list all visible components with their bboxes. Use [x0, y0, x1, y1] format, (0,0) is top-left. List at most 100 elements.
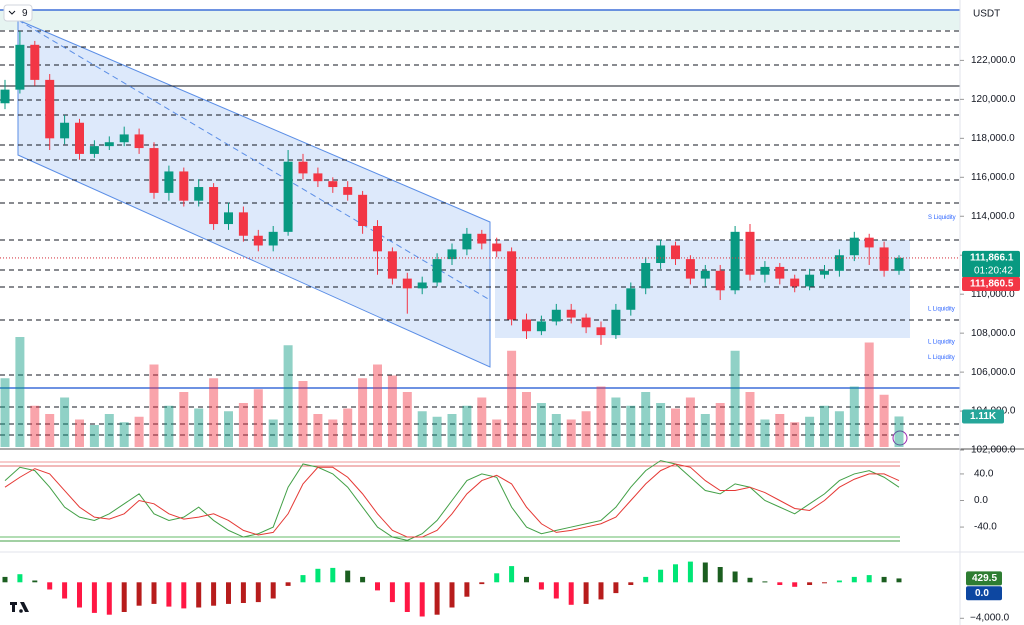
candle-body: [611, 309, 621, 336]
y-tick-label: 120,000.0: [971, 94, 1016, 105]
macd-bar: [524, 576, 529, 583]
candle-body: [253, 235, 263, 246]
candle-body: [492, 243, 502, 252]
candle-body: [30, 44, 40, 80]
volume-bar: [373, 364, 382, 447]
volume-bar: [432, 416, 442, 447]
volume-bar: [790, 422, 800, 447]
volume-bar: [313, 414, 323, 447]
volume-bar: [566, 419, 576, 447]
candle-body: [268, 231, 278, 246]
volume-bar: [15, 337, 25, 447]
macd-bar: [106, 582, 112, 615]
y-tick-label: 116,000.0: [971, 172, 1015, 183]
volume-bar: [522, 392, 531, 447]
volume-bar: [581, 411, 591, 447]
channel: [17, 19, 491, 368]
volume-bar: [596, 386, 606, 447]
alert-icon[interactable]: [892, 430, 908, 446]
volume-bar: [119, 422, 129, 447]
volume-tag-label: 1.11K: [970, 411, 997, 422]
candle-body: [358, 194, 368, 226]
macd-bar: [62, 582, 68, 599]
y-tick-label: 110,000.0: [971, 289, 1015, 300]
volume-bar: [745, 392, 755, 447]
candle-body: [447, 249, 457, 260]
osc-line: [4, 463, 900, 538]
macd-bar: [553, 582, 559, 599]
macd-bar: [732, 571, 738, 583]
volume-bar: [75, 419, 84, 447]
interval-button[interactable]: [3, 4, 33, 22]
candle-body: [328, 181, 338, 188]
macd-bar: [166, 582, 172, 607]
macd-bar: [643, 576, 649, 583]
macd-bar: [360, 576, 366, 583]
candle-body: [238, 212, 248, 236]
candle-body: [134, 134, 144, 149]
volume-bar: [89, 425, 99, 447]
volume-bar: [417, 411, 427, 447]
macd-bar: [17, 574, 23, 583]
volume-bar: [462, 405, 472, 447]
volume-bar: [179, 392, 189, 447]
volume-bar: [238, 403, 248, 447]
volume-bar: [224, 411, 233, 447]
volume-bar: [283, 345, 293, 447]
volume-bar: [760, 419, 770, 447]
range-box: [495, 240, 910, 338]
macd-bar: [47, 582, 53, 590]
volume-bar: [611, 397, 621, 447]
volume-bar: [700, 414, 710, 447]
macd-bar: [389, 582, 395, 603]
macd-bar: [434, 582, 440, 615]
annotation: L Liquidity: [928, 355, 955, 361]
candle-body: [15, 44, 25, 90]
y-tick-label: 118,000.0: [971, 133, 1015, 144]
candle-body: [671, 245, 680, 260]
volume-bar: [641, 392, 651, 447]
macd-bar: [807, 582, 813, 585]
volume-bar: [402, 392, 412, 447]
macd-bar: [91, 582, 97, 613]
candle-body: [462, 233, 472, 250]
macd-bar: [151, 582, 157, 604]
candle-body: [387, 251, 397, 279]
macd-bar: [136, 582, 142, 606]
channel-mid: [17, 19, 491, 301]
volume-bar: [0, 378, 10, 447]
macd-bar: [32, 580, 38, 583]
macd-bar: [509, 566, 515, 583]
volume-bar: [60, 397, 70, 447]
zone: [0, 10, 960, 30]
candle-body: [477, 233, 487, 244]
macd-bar: [851, 576, 857, 583]
candle-body: [402, 278, 412, 289]
volume-bar: [358, 378, 368, 447]
macd-bar: [896, 578, 902, 583]
volume-bar: [298, 381, 308, 447]
candle-body: [879, 247, 889, 271]
macd-bar: [881, 576, 887, 583]
signal-tag: [966, 586, 1002, 601]
macd-bar: [464, 582, 470, 597]
macd-bar: [822, 582, 827, 584]
candle-body: [656, 245, 666, 264]
volume-bar: [328, 419, 338, 447]
logo: [10, 602, 29, 613]
candle-body: [89, 146, 99, 154]
volume-bar: [149, 364, 159, 447]
candle-body: [760, 266, 770, 275]
currency: USDT: [973, 9, 1000, 20]
price-tag-label: 111,860.5: [970, 279, 1014, 290]
candle-body: [864, 237, 874, 248]
candle-body: [119, 134, 129, 143]
price-tag-label: 111,866.1: [970, 252, 1014, 263]
candle-body: [700, 270, 710, 279]
volume-bar: [164, 405, 174, 447]
candle-body: [715, 270, 725, 291]
candle-body: [551, 309, 561, 322]
candle-body: [790, 278, 800, 287]
macd-bar: [285, 582, 291, 586]
macd-bar: [255, 582, 261, 603]
